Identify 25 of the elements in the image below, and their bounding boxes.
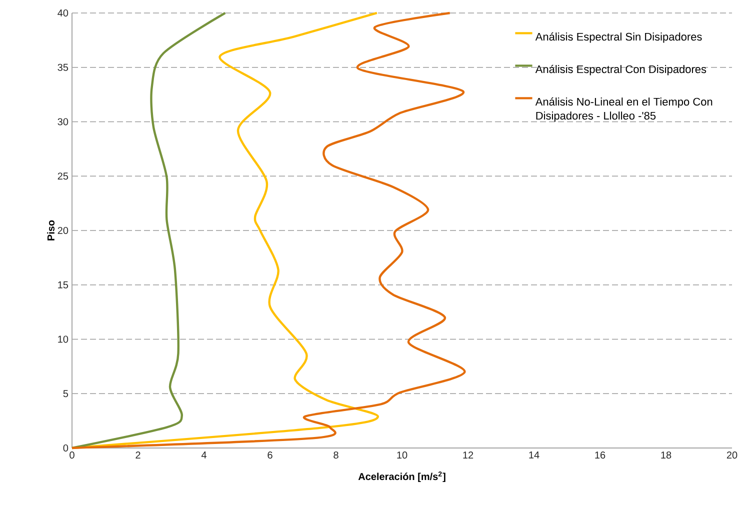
x-axis-title: Aceleración [m/s$^{2}$] xyxy=(358,471,446,482)
y-tick-label: 25 xyxy=(58,172,68,180)
y-tick-label: 5 xyxy=(63,390,68,398)
y-tick-label: 40 xyxy=(58,9,68,17)
y-axis-title: Piso xyxy=(47,220,54,240)
x-tick-label: 2 xyxy=(136,452,140,458)
y-tick-label: 15 xyxy=(58,281,68,288)
legend-label: Análisis No-Lineal en el Tiempo Con Disipadores - Llolleo -'85 xyxy=(535,97,712,122)
x-tick-label: 8 xyxy=(334,452,338,459)
x-tick-label: 20 xyxy=(726,452,738,459)
y-tick-label: 20 xyxy=(58,226,68,234)
x-tick-label: 6 xyxy=(268,452,272,459)
x-tick-label: 0 xyxy=(70,452,74,459)
y-tick-label: 35 xyxy=(58,64,68,71)
legend-label: Análisis Espectral Con Disipadores xyxy=(535,64,706,76)
x-tick-label: 12 xyxy=(463,452,474,458)
x-tick-label: 14 xyxy=(529,452,540,458)
x-tick-label: 16 xyxy=(595,452,606,459)
legend-label: Análisis Espectral Sin Disipadores xyxy=(535,32,702,43)
x-tick-label: 18 xyxy=(661,452,672,459)
x-tick-label: 10 xyxy=(397,452,408,459)
y-tick-label: 30 xyxy=(58,118,68,126)
y-tick-label: 0 xyxy=(63,444,68,452)
x-tick-label: 4 xyxy=(201,452,206,458)
y-tick-label: 10 xyxy=(58,336,68,343)
